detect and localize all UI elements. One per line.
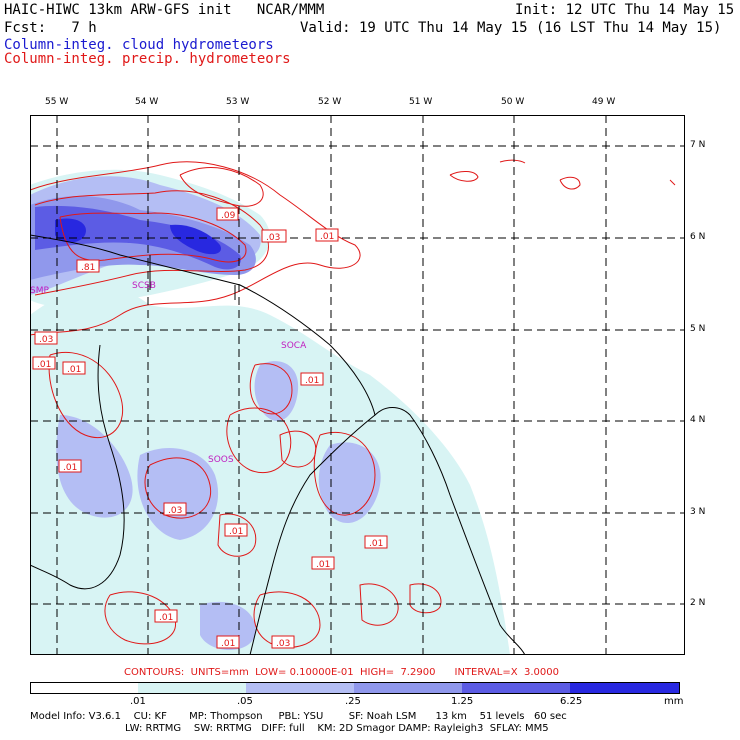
precip-value: .01 — [67, 365, 81, 375]
station-labels: SMP SCSB SOCA SOOS — [30, 281, 307, 465]
lat-label: 2 N — [690, 598, 706, 608]
value-box: .01 — [364, 535, 388, 549]
station-soca: SOCA — [281, 341, 307, 351]
value-box: .03 — [34, 331, 58, 345]
value-box: .01 — [154, 609, 178, 623]
colorbar-tick: 6.25 — [560, 696, 583, 707]
map-frame — [30, 115, 685, 655]
colorbar-swatch — [30, 682, 138, 694]
colorbar-swatch — [570, 682, 680, 694]
lon-label: 55 W — [45, 97, 69, 107]
precip-value: .03 — [39, 335, 53, 345]
value-box: .03 — [163, 502, 187, 516]
lat-label: 3 N — [690, 507, 706, 517]
forecast-map: .09 .03 .01 .81 .03 .01 — [30, 115, 685, 655]
colorbar-tick: .25 — [345, 696, 361, 707]
precip-value: .01 — [159, 613, 173, 623]
value-box: .01 — [216, 635, 240, 649]
coastline — [30, 234, 526, 655]
value-box: .03 — [271, 635, 295, 649]
precip-value: .01 — [229, 527, 243, 537]
value-box: .03 — [261, 229, 287, 243]
value-box: .01 — [224, 523, 248, 537]
precip-value: .01 — [221, 639, 235, 649]
precip-value: .01 — [37, 360, 51, 370]
value-box: .09 — [216, 207, 239, 221]
station-scsb: SCSB — [132, 281, 156, 291]
precip-value: .03 — [266, 233, 280, 243]
precip-field-label: Column-integ. precip. hydrometeors — [4, 51, 291, 67]
lon-label: 50 W — [501, 97, 525, 107]
precip-value-labels: .09 .03 .01 .81 .03 .01 — [32, 207, 388, 649]
lat-label: 4 N — [690, 415, 706, 425]
precip-value: .01 — [63, 463, 77, 473]
contours-info: CONTOURS: UNITS=mm LOW= 0.10000E-01 HIGH… — [124, 667, 559, 678]
value-box: .01 — [300, 372, 324, 386]
value-box: .01 — [315, 228, 339, 242]
colorbar-tick: .05 — [237, 696, 253, 707]
init-time: Init: 12 UTC Thu 14 May 15 — [515, 2, 735, 18]
colorbar-tick: 1.25 — [451, 696, 474, 707]
lat-label: 5 N — [690, 324, 706, 334]
colorbar-unit: mm — [664, 696, 684, 707]
precip-value: .03 — [168, 506, 182, 516]
lon-label: 53 W — [226, 97, 250, 107]
precip-value: .03 — [276, 639, 290, 649]
colorbar-swatch — [462, 682, 570, 694]
colorbar-swatch — [354, 682, 462, 694]
precip-value: .01 — [369, 539, 383, 549]
colorbar-swatch — [246, 682, 354, 694]
model-title: HAIC-HIWC 13km ARW-GFS init NCAR/MMM — [4, 2, 325, 18]
valid-time: Valid: 19 UTC Thu 14 May 15 (16 LST Thu … — [300, 20, 722, 36]
color-bar — [30, 682, 680, 694]
colorbar-swatch — [138, 682, 246, 694]
lon-label: 54 W — [135, 97, 159, 107]
precip-value: .01 — [305, 376, 319, 386]
precip-contours — [30, 159, 676, 648]
value-box: .01 — [58, 459, 82, 473]
value-box: .01 — [62, 361, 86, 375]
precip-value: .01 — [320, 232, 334, 242]
station-soos: SOOS — [208, 455, 234, 465]
lon-label: 52 W — [318, 97, 342, 107]
cloud-field-label: Column-integ. cloud hydrometeors — [4, 37, 274, 53]
lon-label: 49 W — [592, 97, 616, 107]
model-info-line1: Model Info: V3.6.1 CU: KF MP: Thompson P… — [30, 711, 567, 722]
model-info-line2: LW: RRTMG SW: RRTMG DIFF: full KM: 2D Sm… — [125, 723, 549, 734]
lon-label: 51 W — [409, 97, 433, 107]
value-box: .81 — [76, 259, 100, 273]
precip-value: .01 — [316, 560, 330, 570]
cloud-shading-max — [55, 218, 221, 255]
colorbar-tick: .01 — [130, 696, 146, 707]
station-smp: SMP — [30, 286, 49, 296]
value-box: .01 — [311, 556, 335, 570]
precip-value: .09 — [221, 211, 236, 221]
value-box: .01 — [32, 356, 56, 370]
precip-value: .81 — [81, 263, 95, 273]
lat-label: 7 N — [690, 140, 706, 150]
lat-label: 6 N — [690, 232, 706, 242]
forecast-hour: Fcst: 7 h — [4, 20, 97, 36]
